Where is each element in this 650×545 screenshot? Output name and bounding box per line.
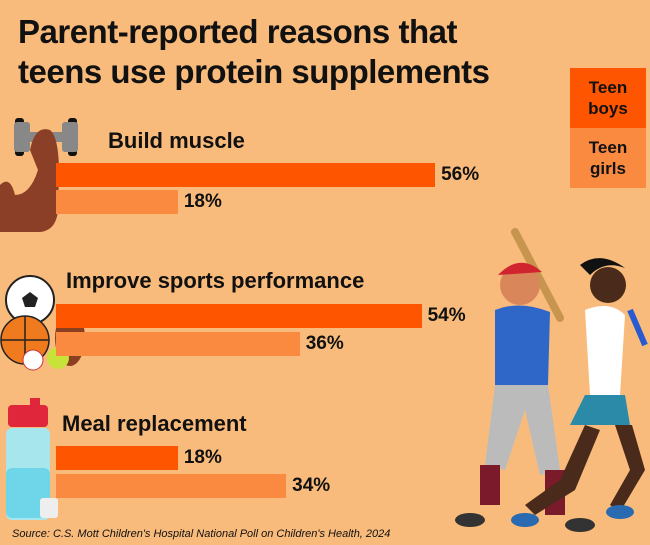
bar-build-muscle-boys — [56, 163, 436, 187]
bar-meal-replacement-boys — [56, 446, 178, 470]
baseball-player-and-runner-illustration — [455, 228, 648, 532]
legend-teen-girls: Teen girls — [570, 128, 646, 188]
bar-improve-sports-boys — [56, 304, 422, 328]
shaker-bottle-icon — [6, 398, 58, 520]
title-line-1: Parent-reported reasons that — [18, 13, 457, 50]
bar-improve-sports-girls — [56, 332, 300, 356]
bar-meal-replacement-girls — [56, 474, 287, 498]
flexed-arm-dumbbell-icon — [0, 118, 78, 232]
category-label-improve-sports-performance: Improve sports performance — [66, 268, 365, 293]
legend-label: boys — [588, 99, 628, 118]
chart-title: Parent-reported reasons that teens use p… — [18, 12, 490, 92]
value-label-improve-sports-girls: 36% — [305, 333, 344, 354]
source-note: Source: C.S. Mott Children's Hospital Na… — [12, 528, 391, 540]
legend-label: Teen — [588, 78, 628, 97]
value-label-meal-replacement-boys: 18% — [183, 447, 222, 468]
value-label-build-muscle-girls: 18% — [183, 191, 222, 212]
value-label-improve-sports-boys: 54% — [427, 305, 466, 326]
legend-teen-boys: Teen boys — [570, 68, 646, 128]
category-label-build-muscle: Build muscle — [108, 128, 245, 153]
bar-build-muscle-girls — [56, 190, 178, 214]
legend-label: girls — [590, 159, 626, 178]
title-line-2: teens use protein supplements — [18, 53, 490, 90]
value-label-build-muscle-boys: 56% — [441, 164, 480, 185]
category-label-meal-replacement: Meal replacement — [62, 411, 247, 436]
value-label-meal-replacement-girls: 34% — [292, 475, 331, 496]
legend-label: Teen — [588, 138, 628, 157]
